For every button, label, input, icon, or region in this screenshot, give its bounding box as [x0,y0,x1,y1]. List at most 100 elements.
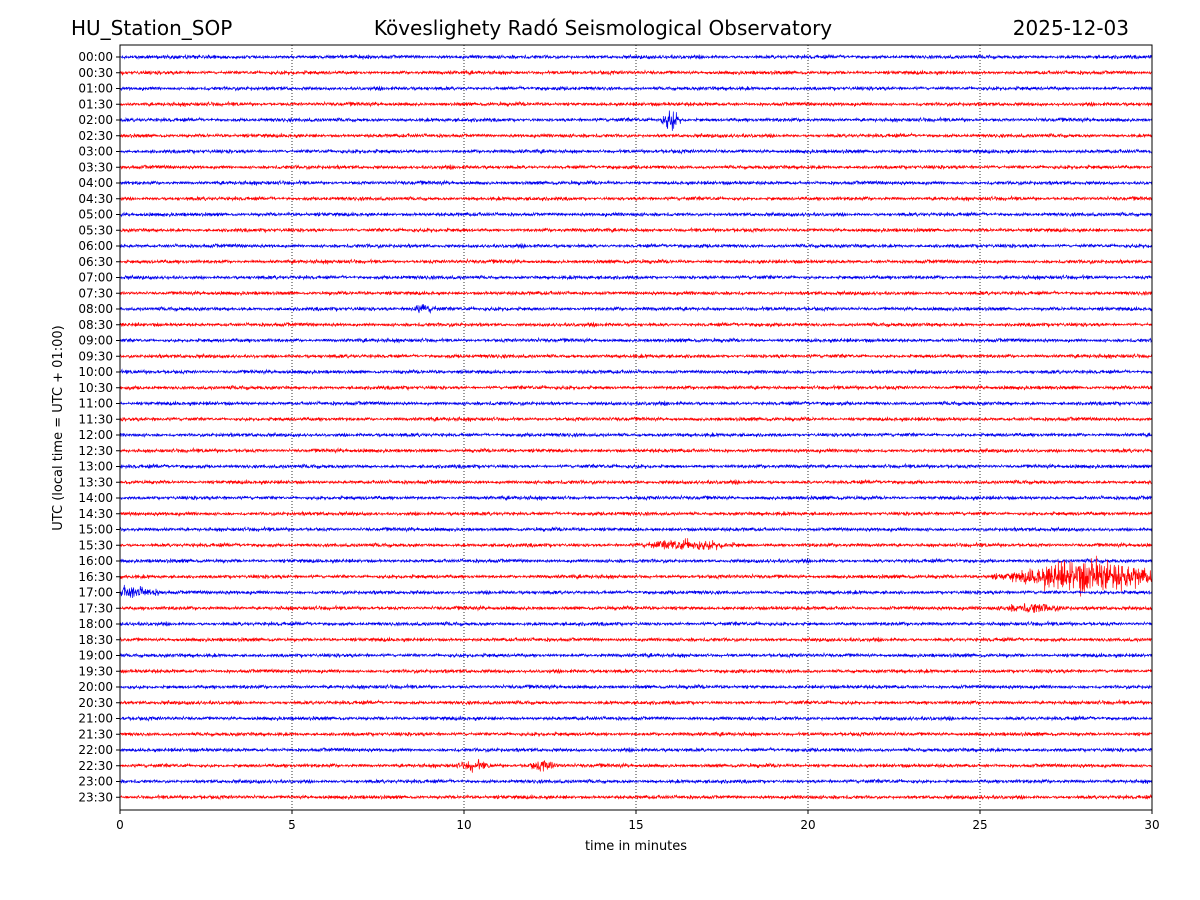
trace-2000 [119,683,1153,691]
trace-0930 [119,352,1153,360]
trace-1930 [119,667,1153,675]
trace-0730 [119,289,1153,297]
trace-2130 [119,730,1153,738]
y-axis-label: UTC (local time = UTC + 01:00) [51,325,66,530]
y-tick-label: 22:00 [78,743,113,757]
trace-2100 [119,715,1153,722]
trace-0600 [119,242,1153,250]
x-tick-labels: 0 5 10 15 20 25 30 [116,810,1160,832]
y-tick-label: 04:30 [78,192,113,206]
y-tick-label: 12:00 [78,428,113,442]
trace-0900 [119,336,1153,344]
y-tick-label: 09:00 [78,334,113,348]
trace-0400 [119,179,1153,187]
y-tick-label: 04:00 [78,176,113,190]
trace-1130 [119,415,1153,423]
y-tick-label: 18:30 [78,633,113,647]
trace-1630 [119,555,1153,597]
trace-1500 [119,525,1153,533]
trace-0230 [119,132,1153,139]
y-tick-label: 03:30 [78,160,113,174]
trace-1000 [119,368,1153,376]
y-tick-label: 15:00 [78,523,113,537]
y-tick-label: 10:30 [78,381,113,395]
x-tick-label: 20 [800,818,815,832]
trace-1030 [119,384,1153,391]
y-tick-label: 00:00 [78,50,113,64]
trace-2230 [119,758,1153,773]
trace-0130 [119,100,1153,108]
y-tick-label: 11:30 [78,412,113,426]
y-tick-label: 09:30 [78,349,113,363]
y-tick-label: 02:00 [78,113,113,127]
trace-0100 [119,84,1153,92]
x-tick-label: 25 [972,818,987,832]
trace-1200 [119,431,1153,439]
trace-2200 [119,746,1153,754]
trace-0000 [119,53,1153,61]
date-title: 2025-12-03 [1013,16,1129,40]
y-tick-label: 01:30 [78,97,113,111]
x-tick-label: 10 [456,818,471,832]
trace-2030 [119,698,1153,706]
x-gridlines [291,45,981,810]
trace-0500 [119,210,1153,218]
trace-1900 [119,651,1153,659]
y-tick-label: 23:00 [78,775,113,789]
x-tick-label: 15 [628,818,643,832]
trace-1230 [119,447,1153,454]
station-title: HU_Station_SOP [71,16,232,40]
y-tick-label: 22:30 [78,759,113,773]
trace-1430 [119,510,1153,517]
trace-0800 [119,304,1153,315]
y-tick-label: 02:30 [78,129,113,143]
seismic-traces [119,53,1153,801]
trace-0300 [119,148,1153,155]
y-tick-label: 03:00 [78,145,113,159]
y-tick-label: 20:00 [78,680,113,694]
y-tick-label: 14:00 [78,491,113,505]
y-tick-label: 16:00 [78,554,113,568]
y-tick-label: 17:00 [78,586,113,600]
trace-0030 [119,69,1153,77]
y-tick-label: 07:00 [78,271,113,285]
trace-0430 [119,195,1153,202]
trace-0830 [119,321,1153,328]
x-axis-label: time in minutes [585,839,687,854]
chart-title: Köveslighety Radó Seismological Observat… [374,16,832,40]
trace-1530 [119,538,1153,551]
y-tick-label: 06:00 [78,239,113,253]
trace-1400 [119,494,1153,502]
trace-1830 [119,636,1153,643]
x-tick-label: 30 [1144,818,1159,832]
y-tick-label: 21:30 [78,727,113,741]
trace-1730 [119,603,1153,613]
y-tick-label: 05:30 [78,223,113,237]
y-tick-label: 13:00 [78,460,113,474]
y-tick-label: 23:30 [78,790,113,804]
x-tick-label: 5 [288,818,296,832]
x-tick-label: 0 [116,818,124,832]
trace-1330 [119,478,1153,486]
trace-1100 [119,400,1153,407]
y-tick-label: 01:00 [78,82,113,96]
trace-1800 [119,620,1153,627]
trace-1300 [119,462,1153,470]
y-tick-label: 05:00 [78,208,113,222]
trace-0330 [119,163,1153,171]
y-tick-label: 00:30 [78,66,113,80]
y-tick-label: 16:30 [78,570,113,584]
y-tick-label: 08:30 [78,318,113,332]
trace-2330 [119,793,1153,801]
trace-0530 [119,226,1153,234]
y-tick-label: 13:30 [78,475,113,489]
trace-2300 [119,777,1153,785]
y-tick-label: 18:00 [78,617,113,631]
y-tick-label: 12:30 [78,444,113,458]
trace-1600 [119,557,1153,565]
y-tick-label: 14:30 [78,507,113,521]
trace-1700 [119,584,1153,598]
y-tick-label: 19:30 [78,664,113,678]
